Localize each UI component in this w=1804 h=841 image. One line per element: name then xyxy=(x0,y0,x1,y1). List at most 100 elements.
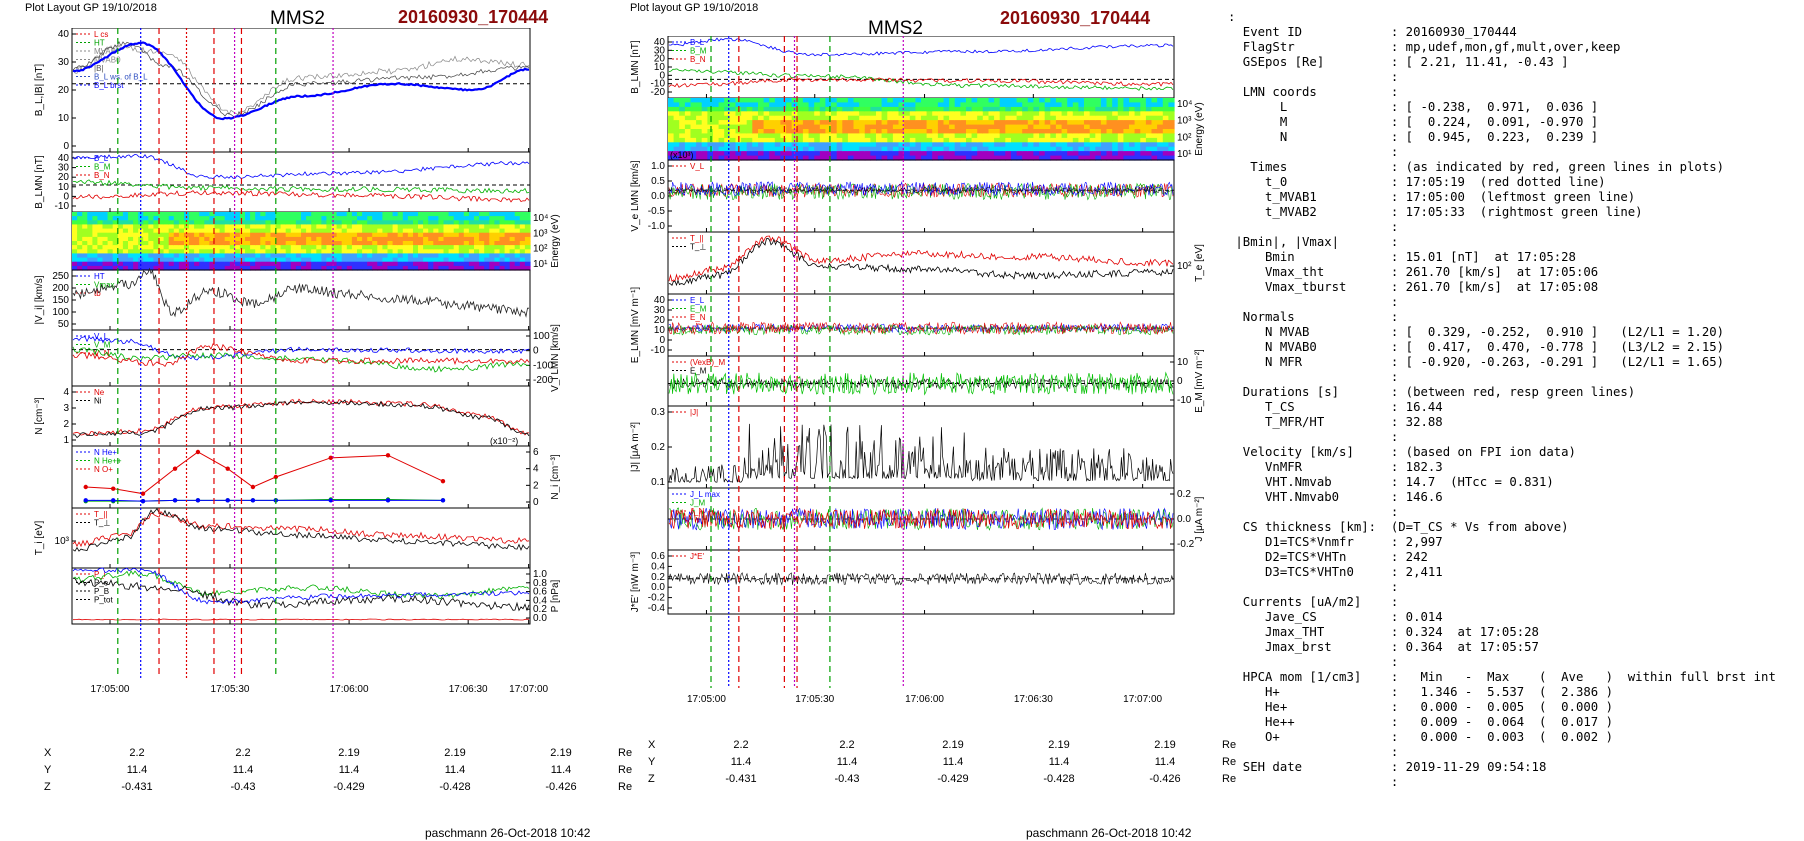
y-tick-label: 250 xyxy=(52,271,69,282)
spectrogram-cell xyxy=(392,220,399,225)
spectrogram-cell xyxy=(1145,137,1153,143)
spectrogram-cell xyxy=(423,220,429,225)
spectrogram-cell xyxy=(122,228,129,234)
spectrogram-cell xyxy=(1157,155,1164,161)
spectrogram-cell xyxy=(204,261,210,267)
spectrogram-cell xyxy=(479,236,485,242)
spectrogram-cell xyxy=(825,98,832,103)
spectrogram-cell xyxy=(458,228,465,234)
spectrogram-cell xyxy=(915,98,922,103)
spectrogram-cell xyxy=(814,137,821,143)
spectrogram-cell xyxy=(718,129,725,134)
spectrogram-cell xyxy=(102,220,109,225)
spectrogram-cell xyxy=(758,111,765,117)
spectrogram-cell xyxy=(178,249,185,254)
spectrogram-cell xyxy=(932,151,939,157)
spectrogram-cell xyxy=(275,261,282,267)
spectrogram-cell xyxy=(937,146,945,152)
spectrogram-cell xyxy=(331,216,338,221)
spectrogram-cell xyxy=(791,115,798,121)
spectrogram-cell xyxy=(357,249,363,254)
spectrogram-cell xyxy=(735,151,742,157)
spectrogram-cell xyxy=(82,224,88,230)
spectrogram-cell xyxy=(321,253,328,259)
info-line: GSEpos [Re] : [ 2.21, 11.41, -0.43 ] xyxy=(1228,55,1569,69)
spectrogram-cell xyxy=(524,245,531,250)
spectrogram-cell xyxy=(311,265,317,271)
y-tick-label: 3 xyxy=(63,403,69,414)
spectrogram-cell xyxy=(418,253,424,259)
spectrogram-cell xyxy=(1129,129,1136,134)
spectrogram-cell xyxy=(224,220,231,225)
spectrogram-cell xyxy=(245,236,251,242)
spectrogram-cell xyxy=(909,146,916,152)
spectrogram-cell xyxy=(204,232,210,238)
spectrogram-cell xyxy=(746,142,753,148)
spectrogram-cell xyxy=(1157,115,1164,121)
spectrogram-cell xyxy=(1157,133,1164,139)
spectrogram-cell xyxy=(484,253,490,259)
spectrogram-cell xyxy=(504,265,511,271)
spectrogram-cell xyxy=(224,228,231,234)
spectrogram-cell xyxy=(1078,151,1085,157)
spectrogram-cell xyxy=(458,236,465,242)
spectrogram-cell xyxy=(819,120,826,126)
spectrogram-cell xyxy=(524,265,531,271)
spectrogram-cell xyxy=(265,236,272,242)
spectrogram-cell xyxy=(346,232,353,238)
spectrogram-cell xyxy=(746,102,753,108)
spectrogram-cell xyxy=(780,124,787,130)
spectrogram-cell xyxy=(1145,133,1153,139)
spectrogram-cell xyxy=(484,261,490,267)
spectrogram-cell xyxy=(1067,115,1074,121)
coord-value: 2.2 xyxy=(129,746,145,759)
density-point xyxy=(385,498,391,503)
y-tick-label: -100 xyxy=(533,360,553,371)
spectrogram-cell xyxy=(260,232,266,238)
spectrogram-cell xyxy=(275,245,282,250)
density-point xyxy=(385,453,391,458)
spectrogram-cell xyxy=(1084,124,1091,130)
spectrogram-cell xyxy=(842,120,849,126)
spectrogram-cell xyxy=(458,224,465,230)
spectrogram-cell xyxy=(1112,106,1119,112)
spectrogram-cell xyxy=(679,124,686,130)
spectrogram-cell xyxy=(382,253,389,259)
spectrogram-cell xyxy=(780,111,787,117)
spectrogram-cell xyxy=(128,261,134,267)
y-tick-label: 50 xyxy=(58,319,70,330)
spectrogram-cell xyxy=(881,120,888,126)
spectrogram-cell xyxy=(881,133,888,139)
spectrogram-cell xyxy=(853,120,860,126)
spectrogram-cell xyxy=(290,228,297,234)
density-point xyxy=(250,498,256,503)
spectrogram-cell xyxy=(1072,155,1079,161)
spectrogram-cell xyxy=(707,120,714,126)
spectrogram-cell xyxy=(341,232,348,238)
spectrogram-cell xyxy=(741,115,748,121)
spectrogram-cell xyxy=(842,155,849,161)
spectrogram-cell xyxy=(178,241,185,246)
spectrogram-cell xyxy=(999,137,1006,143)
spectrogram-cell xyxy=(494,212,501,217)
spectrogram-cell xyxy=(336,228,343,234)
spectrogram-cell xyxy=(808,151,815,157)
spectrogram-cell xyxy=(122,257,129,263)
y-tick-label: 0 xyxy=(63,141,69,152)
spectrogram-cell xyxy=(418,257,424,263)
spectrogram-cell xyxy=(819,137,826,143)
spectrogram-cell xyxy=(387,241,394,246)
spectrogram-cell xyxy=(853,102,860,108)
spectrogram-cell xyxy=(1084,102,1091,108)
spectrogram-cell xyxy=(1095,137,1102,143)
legend-entry: N O+ xyxy=(94,465,113,474)
spectrogram-cell xyxy=(133,224,139,230)
spectrogram-cell xyxy=(499,228,506,234)
spectrogram-cell xyxy=(701,155,708,161)
spectrogram-cell xyxy=(718,155,725,161)
spectrogram-cell xyxy=(239,261,246,267)
spectrogram-cell xyxy=(774,133,781,139)
spectrogram-cell xyxy=(214,241,221,246)
spectrogram-cell xyxy=(82,253,88,259)
spectrogram-cell xyxy=(1044,111,1051,117)
